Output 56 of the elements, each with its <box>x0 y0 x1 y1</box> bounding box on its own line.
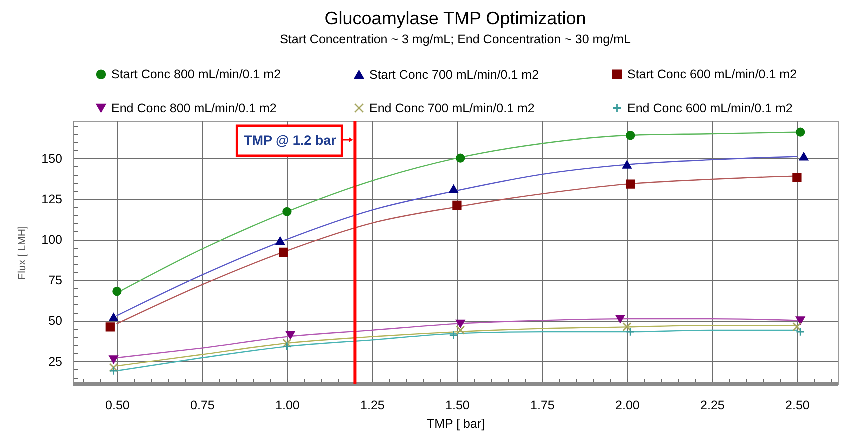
y-tick-label: 50 <box>48 314 63 328</box>
y-axis-title: Flux [ LMH] <box>16 226 29 280</box>
x-tick-label: 2.25 <box>700 398 725 412</box>
x-tick-label: 0.75 <box>190 398 215 412</box>
x-tick-label: 2.50 <box>786 398 810 412</box>
point <box>109 366 118 376</box>
point <box>456 320 466 328</box>
legend-label: Start Conc 600 mL/min/0.1 m2 <box>628 68 798 82</box>
point <box>282 342 292 352</box>
legend-label: Start Conc 800 mL/min/0.1 m2 <box>112 68 282 82</box>
legend-label: End Conc 800 mL/min/0.1 m2 <box>112 101 277 116</box>
chart-title: Glucoamylase TMP Optimization <box>324 8 586 28</box>
point <box>792 173 802 182</box>
x-tick-label: 1.00 <box>276 398 300 412</box>
x-tick-label: 1.75 <box>530 398 555 412</box>
y-tick-label: 75 <box>48 274 63 288</box>
point <box>449 330 458 340</box>
point <box>456 326 466 335</box>
point <box>799 152 809 161</box>
ref-line-label: TMP @ 1.2 bar <box>244 133 338 148</box>
x-tick-label: 1.50 <box>446 398 470 412</box>
x-tick-label: 1.25 <box>360 398 385 412</box>
point <box>622 322 632 332</box>
point <box>279 248 288 258</box>
point <box>796 316 806 325</box>
chart-subtitle: Start Concentration ~ 3 mg/mL; End Concentration ~ 30 mg/mL <box>280 32 631 46</box>
legend-label: End Conc 600 mL/min/0.1 m2 <box>628 101 793 116</box>
y-tick-label: 25 <box>48 354 63 369</box>
point <box>616 315 625 324</box>
point <box>792 322 802 332</box>
x-tick-label: 2.00 <box>616 398 640 412</box>
point <box>796 327 806 337</box>
point <box>112 286 122 296</box>
point <box>626 327 636 337</box>
point <box>456 154 466 163</box>
point <box>106 322 115 332</box>
point <box>626 180 636 189</box>
x-tick-label: 0.50 <box>106 398 130 412</box>
point <box>282 338 292 348</box>
point <box>276 237 285 246</box>
y-tick-label: 150 <box>42 152 63 166</box>
point <box>626 131 636 140</box>
legend-label: Start Conc 700 mL/min/0.1 m2 <box>370 68 540 82</box>
x-axis-title: TMP [ bar] <box>426 417 486 431</box>
y-tick-label: 100 <box>42 233 63 248</box>
y-tick-label: 125 <box>42 192 63 206</box>
point <box>796 128 806 137</box>
point <box>622 160 632 169</box>
point <box>109 313 118 322</box>
legend-label: End Conc 700 mL/min/0.1 m2 <box>370 101 535 116</box>
point <box>109 363 118 372</box>
point <box>452 200 462 210</box>
point <box>449 185 458 194</box>
point <box>286 331 296 340</box>
point <box>282 207 292 216</box>
point <box>109 356 118 364</box>
